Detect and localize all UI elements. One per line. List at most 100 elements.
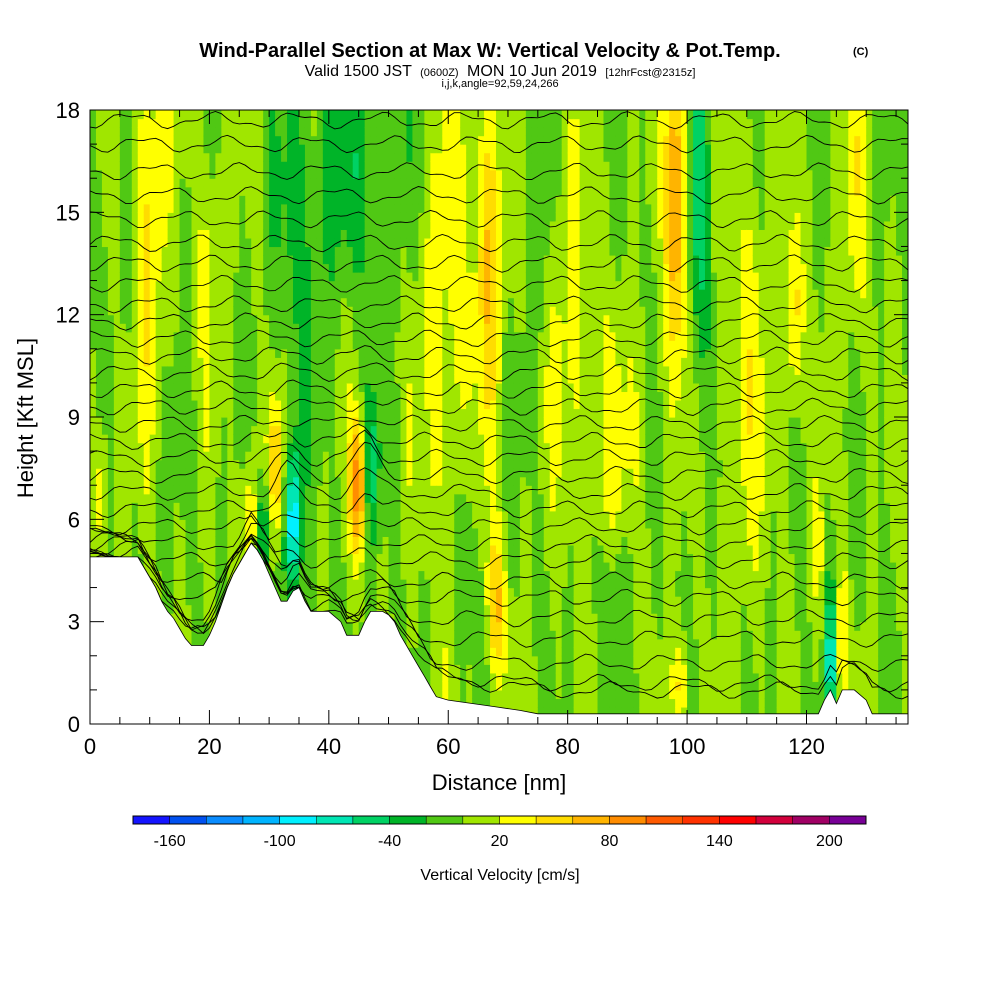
velocity-cell: [107, 374, 115, 384]
velocity-cell: [322, 425, 330, 435]
velocity-cell: [430, 417, 437, 427]
velocity-cell: [388, 110, 396, 120]
velocity-cell: [215, 510, 222, 520]
velocity-cell: [269, 493, 276, 503]
velocity-cell: [161, 553, 169, 563]
velocity-cell: [310, 596, 318, 606]
velocity-cell: [400, 485, 408, 495]
velocity-cell: [448, 289, 455, 299]
velocity-cell: [298, 357, 306, 367]
velocity-cell: [185, 544, 193, 555]
velocity-cell: [161, 544, 169, 555]
velocity-cell: [376, 357, 384, 367]
velocity-cell: [155, 212, 163, 222]
velocity-cell: [119, 459, 127, 469]
velocity-cell: [149, 323, 157, 333]
velocity-cell: [388, 152, 396, 162]
velocity-cell: [155, 510, 163, 520]
velocity-cell: [340, 502, 348, 512]
velocity-cell: [322, 229, 330, 239]
velocity-cell: [227, 118, 234, 128]
velocity-cell: [293, 570, 300, 580]
velocity-cell: [221, 110, 228, 120]
velocity-cell: [161, 493, 169, 503]
velocity-cell: [107, 544, 115, 555]
velocity-cell: [293, 544, 300, 555]
velocity-cell: [119, 408, 127, 418]
velocity-cell: [137, 169, 145, 179]
velocity-cell: [490, 485, 497, 495]
velocity-cell: [430, 681, 437, 691]
velocity-cell: [167, 289, 175, 299]
velocity-cell: [334, 510, 342, 520]
velocity-cell: [275, 459, 282, 469]
velocity-cell: [496, 519, 503, 529]
velocity-cell: [215, 442, 222, 452]
velocity-cell: [490, 408, 497, 418]
velocity-cell: [448, 621, 455, 631]
velocity-cell: [382, 169, 390, 179]
velocity-cell: [107, 203, 115, 213]
velocity-cell: [448, 664, 455, 674]
velocity-cell: [281, 485, 288, 495]
velocity-cell: [119, 451, 127, 461]
velocity-cell: [436, 681, 443, 691]
velocity-cell: [245, 169, 252, 179]
velocity-cell: [137, 374, 145, 384]
velocity-cell: [484, 621, 491, 631]
velocity-cell: [90, 272, 97, 282]
velocity-cell: [472, 604, 479, 614]
velocity-cell: [137, 178, 145, 188]
velocity-cell: [400, 212, 408, 222]
velocity-cell: [496, 434, 503, 444]
velocity-cell: [364, 417, 372, 427]
velocity-cell: [400, 323, 408, 333]
velocity-cell: [424, 510, 431, 520]
velocity-cell: [113, 331, 121, 341]
velocity-cell: [328, 425, 336, 435]
velocity-cell: [334, 161, 342, 171]
velocity-cell: [227, 314, 234, 324]
velocity-cell: [352, 561, 360, 572]
velocity-cell: [376, 459, 384, 469]
velocity-cell: [161, 425, 169, 435]
velocity-cell: [269, 135, 276, 145]
velocity-cell: [257, 382, 264, 393]
velocity-cell: [221, 476, 228, 486]
velocity-cell: [352, 630, 360, 640]
velocity-cell: [131, 340, 139, 350]
velocity-cell: [161, 527, 169, 537]
velocity-cell: [364, 186, 372, 196]
velocity-cell: [125, 527, 133, 537]
velocity-cell: [125, 135, 133, 145]
velocity-cell: [460, 408, 467, 418]
velocity-cell: [406, 630, 414, 640]
velocity-cell: [400, 391, 408, 401]
velocity-cell: [454, 630, 461, 640]
velocity-cell: [233, 493, 240, 503]
velocity-cell: [281, 127, 288, 137]
velocity-cell: [346, 118, 354, 128]
velocity-cell: [478, 485, 485, 495]
velocity-cell: [430, 374, 437, 384]
velocity-cell: [227, 212, 234, 222]
velocity-cell: [191, 289, 199, 299]
velocity-cell: [376, 254, 384, 265]
velocity-cell: [197, 110, 205, 120]
velocity-cell: [287, 587, 294, 597]
velocity-cell: [436, 570, 443, 580]
velocity-cell: [466, 544, 473, 555]
velocity-cell: [239, 314, 246, 324]
velocity-cell: [436, 468, 443, 478]
velocity-cell: [203, 468, 211, 478]
velocity-cell: [293, 118, 300, 128]
velocity-cell: [442, 493, 449, 503]
velocity-cell: [442, 391, 449, 401]
velocity-cell: [346, 314, 354, 324]
velocity-cell: [95, 391, 103, 401]
velocity-cell: [454, 519, 461, 529]
velocity-cell: [418, 510, 425, 520]
velocity-cell: [239, 110, 246, 120]
velocity-cell: [293, 237, 300, 248]
velocity-cell: [191, 587, 199, 597]
